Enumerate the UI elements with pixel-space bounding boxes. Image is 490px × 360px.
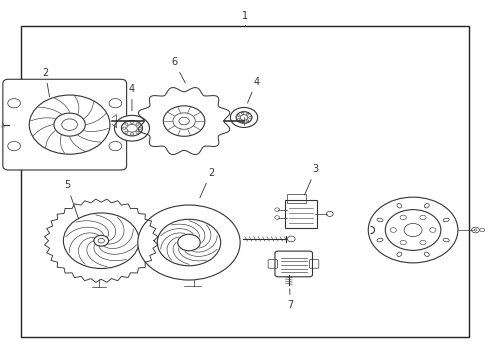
Text: 3: 3: [305, 164, 318, 195]
Circle shape: [138, 205, 240, 280]
Text: 7: 7: [287, 289, 293, 310]
Text: 4: 4: [247, 77, 259, 103]
Circle shape: [109, 141, 122, 151]
Circle shape: [109, 99, 122, 108]
Circle shape: [8, 99, 21, 108]
Text: 1: 1: [242, 11, 248, 21]
Circle shape: [368, 197, 458, 263]
Circle shape: [115, 115, 149, 141]
Text: 6: 6: [172, 57, 185, 83]
FancyBboxPatch shape: [275, 251, 313, 277]
Circle shape: [230, 108, 258, 127]
Circle shape: [8, 141, 21, 151]
FancyBboxPatch shape: [285, 200, 317, 228]
Text: 2: 2: [200, 168, 214, 198]
Text: 2: 2: [42, 68, 49, 97]
Text: 5: 5: [64, 180, 78, 219]
FancyBboxPatch shape: [3, 79, 126, 170]
Text: 4: 4: [129, 84, 135, 111]
